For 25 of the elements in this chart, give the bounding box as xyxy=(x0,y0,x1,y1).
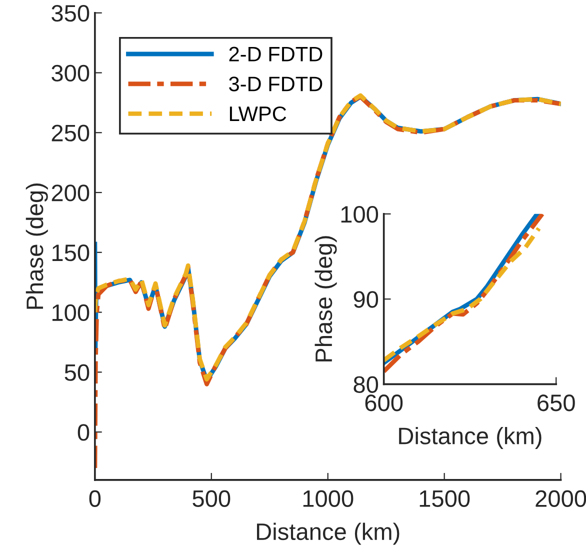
x-tick-label: 2000 xyxy=(536,490,586,507)
x-axis-title: Distance (km) xyxy=(399,427,542,449)
x-tick-label: 0 xyxy=(89,490,101,507)
x-tick-label: 1000 xyxy=(303,490,354,507)
legend-label: LWPC xyxy=(230,106,286,122)
legend-label: 2-D FDTD xyxy=(229,46,322,62)
y-tick-label: 90 xyxy=(354,291,378,308)
y-tick-label: 350 xyxy=(52,4,90,22)
y-axis-title: Phase (deg) xyxy=(314,236,337,362)
y-tick-label: 100 xyxy=(52,304,90,322)
y-tick-label: 250 xyxy=(52,124,90,142)
y-axis-title: Phase (deg) xyxy=(26,184,48,309)
x-tick-label: 600 xyxy=(365,394,403,412)
y-tick-label: 80 xyxy=(354,376,378,393)
y-tick-label: 200 xyxy=(52,184,90,202)
y-tick-label: 0 xyxy=(78,424,90,441)
legend-label: 3-D FDTD xyxy=(229,76,322,92)
y-tick-label: 100 xyxy=(341,206,378,223)
y-tick-label: 300 xyxy=(52,64,90,82)
x-tick-label: 1500 xyxy=(420,490,470,507)
y-tick-label: 150 xyxy=(52,244,90,262)
x-tick-label: 500 xyxy=(192,490,230,507)
x-axis-title: Distance (km) xyxy=(256,522,400,545)
x-tick-label: 650 xyxy=(538,394,575,412)
y-tick-label: 50 xyxy=(64,364,90,381)
